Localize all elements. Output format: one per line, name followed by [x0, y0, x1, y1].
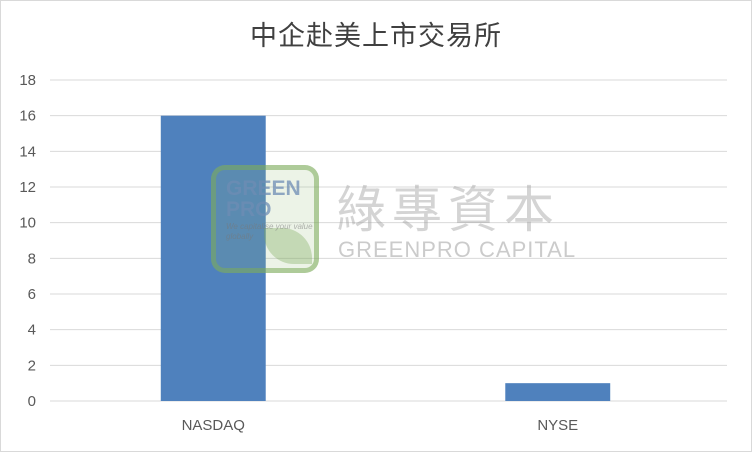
- logo-text: GREEN PRO: [226, 177, 301, 221]
- x-axis-labels: NASDAQ NYSE: [182, 417, 579, 434]
- y-tick-label: 18: [19, 72, 36, 89]
- y-tick-label: 6: [28, 286, 36, 303]
- logo-tagline: We capitalise your value globally: [226, 222, 313, 241]
- greenpro-logo-watermark: GREEN PRO We capitalise your value globa…: [211, 165, 319, 273]
- y-tick-label: 4: [28, 322, 36, 339]
- y-tick-label: 14: [19, 143, 36, 160]
- chart-title: 中企赴美上市交易所: [250, 21, 502, 52]
- x-tick-label: NYSE: [537, 417, 578, 434]
- y-tick-label: 2: [28, 357, 36, 374]
- x-tick-label: NASDAQ: [182, 417, 245, 434]
- watermark-name-en: GREENPRO CAPITAL: [338, 237, 577, 262]
- watermark-name-cn: 綠專資本: [336, 181, 560, 239]
- y-tick-label: 16: [19, 108, 36, 125]
- y-tick-label: 0: [28, 393, 36, 410]
- y-tick-label: 8: [28, 250, 36, 267]
- bar-nyse: [505, 383, 611, 401]
- y-tick-label: 10: [19, 215, 36, 232]
- y-axis-ticks: 0 2 4 6 8 10 12 14 16 18: [19, 72, 36, 410]
- y-tick-label: 12: [19, 179, 36, 196]
